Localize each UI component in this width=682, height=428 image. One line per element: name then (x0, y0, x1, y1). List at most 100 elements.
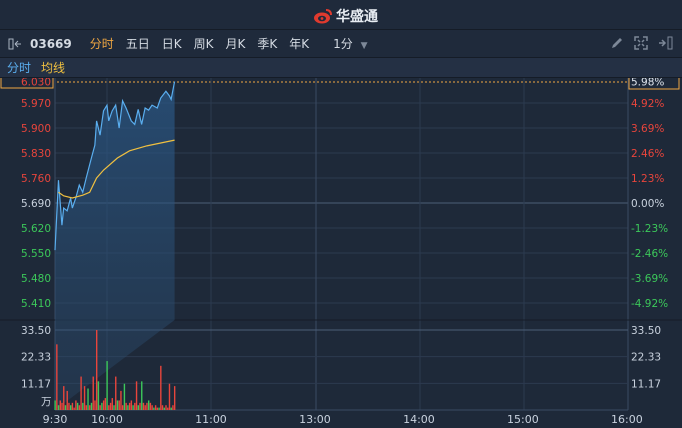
pct-tick-label: -3.69% (631, 273, 668, 285)
volume-bar (170, 407, 172, 410)
volume-bar (102, 400, 105, 410)
volume-bar (130, 400, 133, 410)
price-tick-label: 6.030 (21, 78, 51, 89)
volume-bar (127, 405, 129, 410)
volume-bar (57, 405, 60, 410)
volume-bar (80, 376, 82, 410)
price-tick-label: 5.970 (21, 98, 51, 110)
tab-quarterly-k[interactable]: 季K (257, 37, 278, 51)
pct-tick-label: 4.92% (631, 98, 664, 110)
volume-bar (134, 402, 136, 410)
volume-bar (90, 402, 93, 410)
volume-bar (101, 402, 103, 410)
volume-bar (132, 405, 134, 410)
pct-tick-label: 5.98% (631, 78, 664, 89)
volume-bar (56, 344, 58, 410)
time-tick-label: 9:30 (43, 413, 68, 426)
weibo-eye-icon (314, 9, 332, 24)
brand-logo: 华盛通 (313, 6, 378, 26)
expand-right-icon[interactable] (658, 36, 674, 50)
volume-bar (64, 405, 67, 410)
volume-bar (92, 376, 94, 410)
pct-tick-label: 2.46% (631, 148, 664, 160)
volume-bar (94, 400, 96, 410)
volume-bar (137, 405, 139, 410)
volume-bar (66, 390, 68, 410)
volume-bar (85, 405, 87, 410)
volume-bar (73, 407, 75, 410)
tab-five-day[interactable]: 五日 (125, 37, 150, 51)
volume-bar (95, 330, 98, 410)
volume-bar (89, 405, 91, 410)
legend-average: 均线 (41, 61, 66, 75)
tab-yearly-k[interactable]: 年K (289, 37, 310, 51)
tab-weekly-k[interactable]: 周K (193, 37, 214, 51)
volume-bar (149, 402, 152, 410)
time-tick-label: 14:00 (403, 413, 435, 426)
volume-bar (173, 386, 176, 410)
volume-bar (82, 402, 84, 410)
volume-unit-label: 万 (41, 396, 52, 408)
brand-name: 华盛通 (336, 9, 378, 25)
volume-tick-label: 22.33 (21, 352, 51, 364)
volume-bar (71, 402, 74, 410)
volume-bar (135, 381, 138, 410)
volume-tick-label-right: 22.33 (631, 352, 661, 364)
volume-bar (116, 400, 119, 410)
volume-bar (154, 405, 157, 410)
volume-bar (61, 402, 63, 410)
price-tick-label: 5.620 (21, 223, 51, 235)
time-tick-label: 15:00 (507, 413, 539, 426)
time-tick-label: 10:00 (91, 413, 123, 426)
volume-bar (75, 400, 77, 410)
volume-bar (63, 386, 65, 410)
volume-bar (125, 402, 127, 410)
volume-bar (158, 407, 160, 410)
time-tick-label: 13:00 (299, 413, 331, 426)
volume-bar (113, 405, 115, 410)
legend-price: 分时 (7, 61, 32, 75)
volume-bar (111, 398, 113, 410)
tab-intraday[interactable]: 分时 (89, 37, 114, 51)
volume-bar (76, 402, 79, 410)
intraday-chart[interactable]: 6.030 5.98% 5.970 4.92% 5.900 3.69% 5.830 2.46%… (0, 78, 682, 428)
volume-bar (83, 386, 86, 410)
time-tick-label: 11:00 (195, 413, 227, 426)
volume-bar (161, 405, 164, 410)
current-price-box (0, 78, 54, 89)
volume-bar (151, 405, 153, 410)
tab-monthly-k[interactable]: 月K (225, 37, 246, 51)
price-line (54, 81, 176, 251)
price-tick-label: 5.900 (21, 123, 51, 135)
volume-bar (106, 361, 108, 410)
volume-bar (128, 402, 131, 410)
volume-tick-label-right: 33.50 (631, 325, 661, 337)
tab-daily-k[interactable]: 日K (161, 37, 182, 51)
volume-bar (146, 402, 148, 410)
volume-bar (168, 383, 171, 410)
volume-bar (97, 381, 100, 410)
volume-tick-label-right: 11.17 (631, 378, 661, 390)
pct-tick-label: -4.92% (631, 298, 668, 310)
volume-bar (147, 400, 150, 410)
price-tick-label: 5.410 (21, 298, 51, 310)
price-area (55, 81, 175, 411)
price-tick-label: 5.550 (21, 248, 51, 260)
pencil-icon[interactable] (610, 36, 624, 50)
tool-icons (610, 36, 674, 50)
fullscreen-icon[interactable] (634, 36, 648, 50)
volume-bar (144, 405, 146, 410)
app-header: 华盛通 (0, 0, 682, 30)
volume-bar (165, 405, 167, 410)
pct-tick-label: 3.69% (631, 123, 664, 135)
volume-bar (54, 400, 56, 410)
collapse-left-icon[interactable] (8, 38, 22, 50)
caret-down-icon: ▼ (360, 41, 368, 51)
volume-bar (167, 407, 169, 410)
volume-bar (69, 405, 72, 410)
volume-bar (118, 400, 120, 410)
price-tick-label: 5.690 (21, 198, 51, 210)
price-tick-label: 5.480 (21, 273, 51, 285)
volume-bar (142, 402, 145, 410)
interval-select[interactable]: 1分 ▼ (333, 35, 367, 52)
